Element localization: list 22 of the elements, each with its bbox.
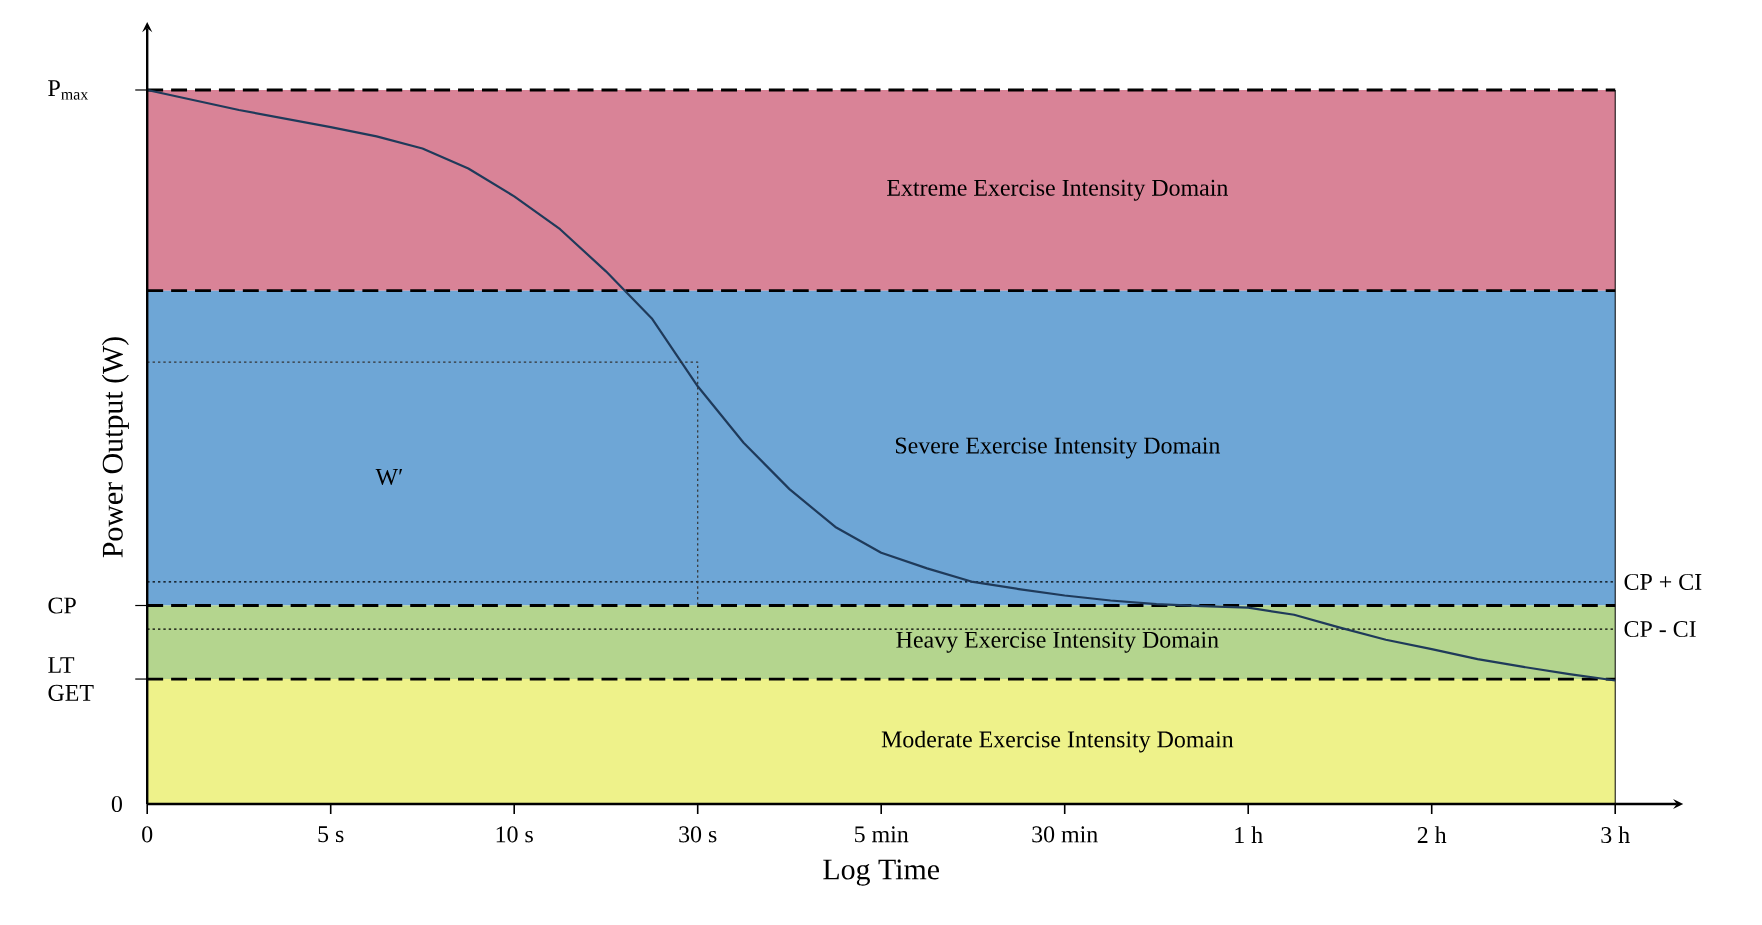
x-tick-label: 5 min bbox=[855, 826, 909, 843]
band-label: Moderate Exercise Intensity Domain bbox=[881, 730, 1234, 753]
y-axis-title: Power Output (W) bbox=[101, 337, 129, 558]
x-tick-label: 0 bbox=[142, 826, 153, 843]
x-tick-label: 5 s bbox=[318, 826, 344, 843]
annotation: W′ bbox=[375, 468, 403, 486]
ref-line-label: CP + CI bbox=[1624, 573, 1702, 590]
x-tick-label: 2 h bbox=[1417, 826, 1447, 843]
x-tick-label: 3 h bbox=[1601, 826, 1630, 844]
ref-line-label: CP bbox=[48, 597, 76, 614]
band-label: Severe Exercise Intensity Domain bbox=[895, 437, 1221, 459]
x-tick-label: 1 h bbox=[1235, 826, 1263, 843]
x-axis-title: Log Time bbox=[823, 859, 939, 886]
x-tick-label: 30 min bbox=[1032, 826, 1098, 843]
x-tick-label: 10 s bbox=[496, 826, 533, 843]
band-label: Heavy Exercise Intensity Domain bbox=[896, 631, 1219, 653]
x-tick-label: 30 s bbox=[679, 826, 717, 843]
text: 0 bbox=[111, 795, 122, 813]
ref-line-label: P$_{max}$ bbox=[48, 80, 89, 100]
ref-line-label: CP - CI bbox=[1624, 621, 1696, 638]
band-label: Extreme Exercise Intensity Domain bbox=[887, 179, 1228, 201]
ref-line-label: LT GET bbox=[48, 657, 94, 701]
